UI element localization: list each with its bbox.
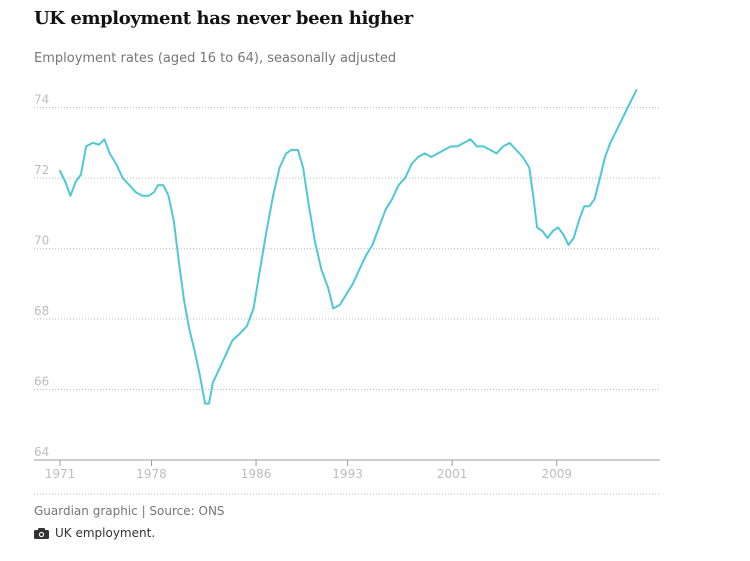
employment-rate-line-0	[59, 89, 638, 405]
x-tick-label-2001: 2001	[437, 467, 468, 481]
x-tick-label-1978: 1978	[136, 467, 167, 481]
camera-icon	[34, 527, 49, 539]
chart-title: UK employment has never been higher	[34, 8, 413, 29]
y-tick-label-70: 70	[34, 234, 49, 248]
chart-subtitle: Employment rates (aged 16 to 64), season…	[34, 51, 397, 66]
employment-line-chart: 64 66 68 70 72 74 1971 1978 1986 1993 2001 2009	[34, 89, 660, 495]
x-tick-label-1993: 1993	[332, 467, 363, 481]
y-tick-label-74: 74	[34, 93, 49, 107]
image-caption: UK employment.	[34, 526, 155, 540]
x-tick-label-1971: 1971	[45, 467, 76, 481]
y-tick-label-72: 72	[34, 163, 49, 177]
y-tick-label-66: 66	[34, 375, 49, 389]
caption-text: UK employment.	[55, 526, 156, 540]
x-tick-label-1986: 1986	[241, 467, 272, 481]
source-credit: Guardian graphic | Source: ONS	[34, 504, 225, 518]
y-tick-label-68: 68	[34, 304, 49, 318]
x-tick-label-2009: 2009	[541, 467, 572, 481]
y-tick-label-64: 64	[34, 445, 49, 459]
